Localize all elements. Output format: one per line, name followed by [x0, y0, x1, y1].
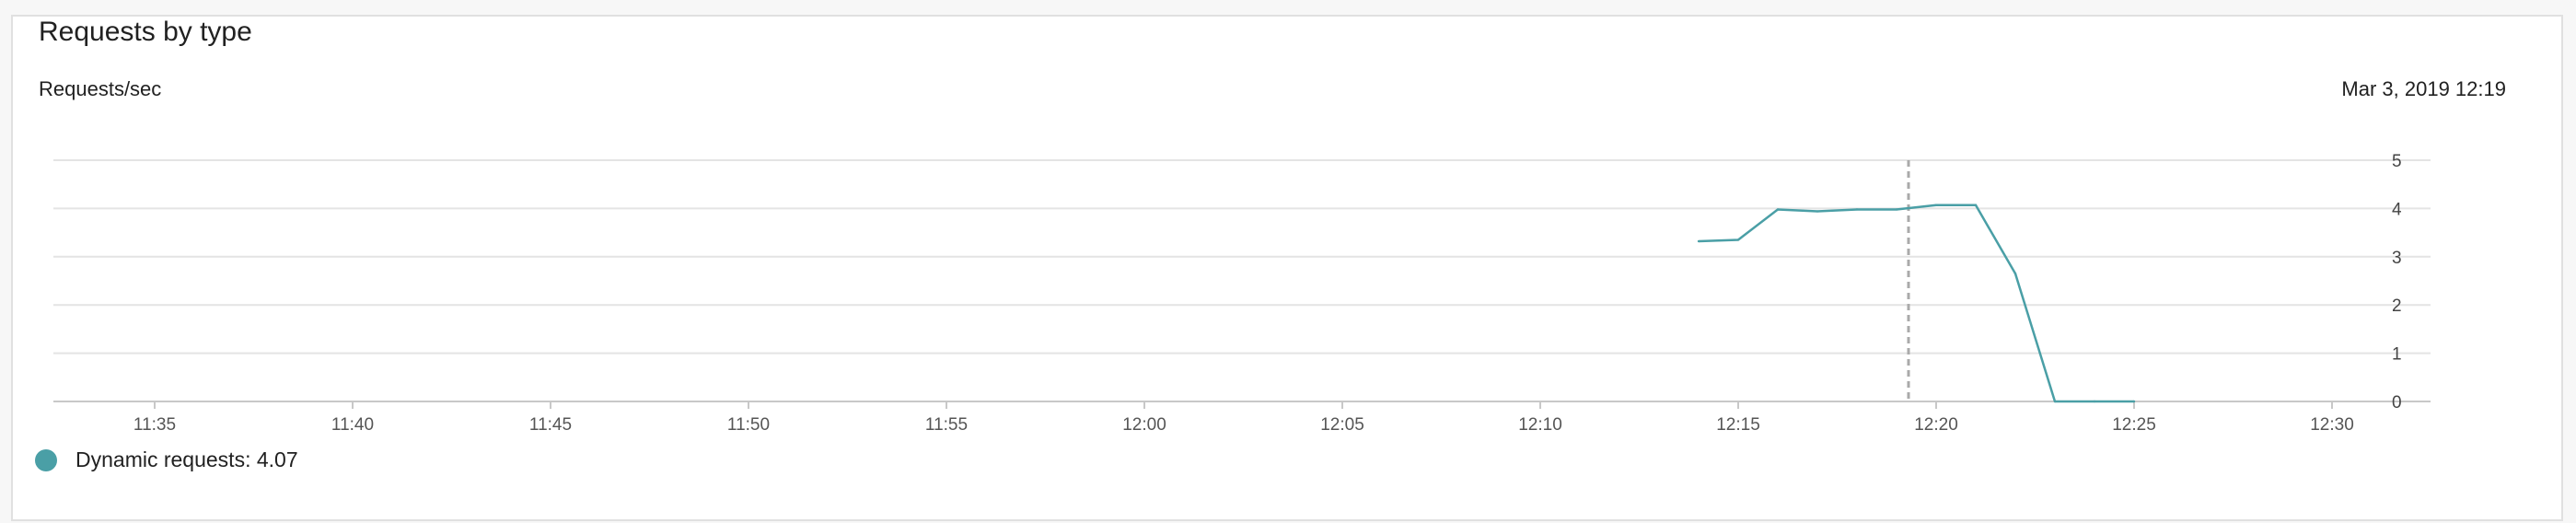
data-point	[1975, 204, 1977, 206]
y-tick-label: 3	[2392, 249, 2402, 268]
data-point	[1737, 238, 1739, 240]
legend-label: Dynamic requests:	[75, 447, 250, 471]
data-point	[2133, 401, 2135, 402]
data-point	[1856, 208, 1858, 210]
data-point	[1935, 204, 1937, 206]
legend-swatch	[35, 449, 57, 471]
y-tick-label: 1	[2392, 345, 2402, 365]
legend-item-dynamic-requests[interactable]: Dynamic requests: 4.07	[35, 447, 298, 472]
data-point	[2094, 401, 2095, 402]
x-tick-label: 11:50	[727, 415, 770, 435]
x-tick-label: 12:20	[1914, 415, 1958, 435]
y-tick-label: 2	[2392, 296, 2402, 316]
y-tick-label: 0	[2392, 393, 2402, 413]
x-tick-label: 12:10	[1518, 415, 1562, 435]
x-tick-label: 11:35	[133, 415, 176, 435]
legend-value: 4.07	[257, 447, 298, 471]
data-point	[2054, 401, 2056, 402]
data-point	[1816, 210, 1818, 212]
data-point	[1777, 208, 1779, 210]
y-tick-label: 4	[2392, 200, 2402, 219]
y-tick-label: 5	[2392, 152, 2402, 171]
data-point	[1698, 240, 1700, 242]
x-tick-label: 12:00	[1122, 415, 1166, 435]
x-tick-label: 11:45	[529, 415, 572, 435]
x-tick-label: 12:25	[2112, 415, 2156, 435]
data-point	[1896, 208, 1897, 210]
x-tick-label: 12:05	[1320, 415, 1364, 435]
series-line-dynamic-requests	[1699, 205, 2134, 401]
x-tick-label: 12:15	[1716, 415, 1760, 435]
data-point	[2014, 273, 2016, 274]
legend-text: Dynamic requests: 4.07	[75, 447, 298, 472]
x-tick-label: 12:30	[2310, 415, 2354, 435]
x-tick-label: 11:40	[331, 415, 374, 435]
x-tick-label: 11:55	[925, 415, 968, 435]
